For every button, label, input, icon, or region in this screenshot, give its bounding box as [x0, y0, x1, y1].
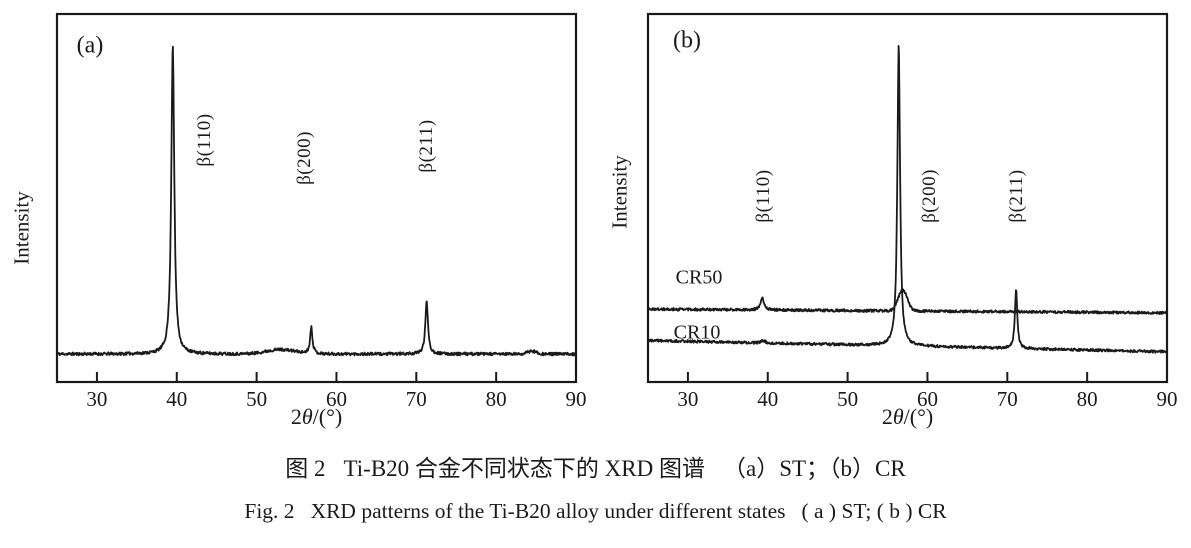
- xrd-curve-ST: [58, 45, 575, 357]
- y-axis-title-CR: Intensity: [607, 155, 632, 229]
- caption-en-tag: Fig. 2: [244, 499, 295, 523]
- panel-ST-frame: [55, 12, 578, 384]
- caption-english: Fig. 2 XRD patterns of the Ti-B20 alloy …: [0, 499, 1191, 524]
- x-tick-label: 70: [997, 387, 1018, 411]
- xrd-curve-CR10: [649, 45, 1166, 354]
- x-tick-label: 70: [406, 387, 427, 411]
- series-label-CR50: CR50: [675, 266, 723, 289]
- xrd-plots-canvas: 30 40 50 60 70 80 90 30 40 50 60 70 80 90: [55, 12, 1178, 411]
- x-tick-label: 80: [486, 387, 507, 411]
- panel-label-ST: (a): [76, 32, 104, 59]
- x-tick-label: 30: [677, 387, 698, 411]
- peak-label-ST-1: β(200): [293, 131, 315, 185]
- x-axis-title-CR: 2θ/(°): [881, 404, 934, 429]
- peak-label-CR-1: β(200): [918, 169, 940, 223]
- series-label-CR10: CR10: [673, 321, 721, 344]
- caption-en-body: XRD patterns of the Ti-B20 alloy under d…: [310, 499, 786, 523]
- caption-chinese: 图 2 Ti-B20 合金不同状态下的 XRD 图谱 （a）ST；（b）CR: [0, 449, 1191, 483]
- x-tick-label: 50: [837, 387, 858, 411]
- xrd-curve-CR50: [649, 288, 1166, 315]
- peak-label-ST-2: β(211): [415, 119, 437, 173]
- x-axis-title-ST: 2θ/(°): [290, 404, 343, 429]
- x-tick-label: 80: [1077, 387, 1098, 411]
- x-tick-label: 90: [1157, 387, 1178, 411]
- peak-label-CR-0: β(110): [752, 169, 774, 223]
- y-axis-title-ST: Intensity: [9, 191, 34, 265]
- caption-en-states: ( a ) ST; ( b ) CR: [801, 499, 947, 523]
- caption-zh-body: Ti-B20 合金不同状态下的 XRD 图谱: [343, 456, 705, 481]
- x-tick-label: 40: [166, 387, 187, 411]
- x-tick-label: 60: [326, 387, 347, 411]
- x-tick-label: 90: [566, 387, 587, 411]
- caption-zh-states: （a）ST；（b）CR: [722, 456, 906, 481]
- x-tick-label: 50: [246, 387, 267, 411]
- x-tick-label: 30: [86, 387, 107, 411]
- panel-CR-frame: [646, 12, 1169, 384]
- panel-label-CR: (b): [673, 27, 701, 54]
- peak-label-ST-0: β(110): [193, 113, 215, 167]
- x-tick-label: 40: [757, 387, 778, 411]
- x-tick-label: 60: [917, 387, 938, 411]
- peak-label-CR-2: β(211): [1005, 169, 1027, 223]
- caption-zh-tag: 图 2: [285, 456, 326, 481]
